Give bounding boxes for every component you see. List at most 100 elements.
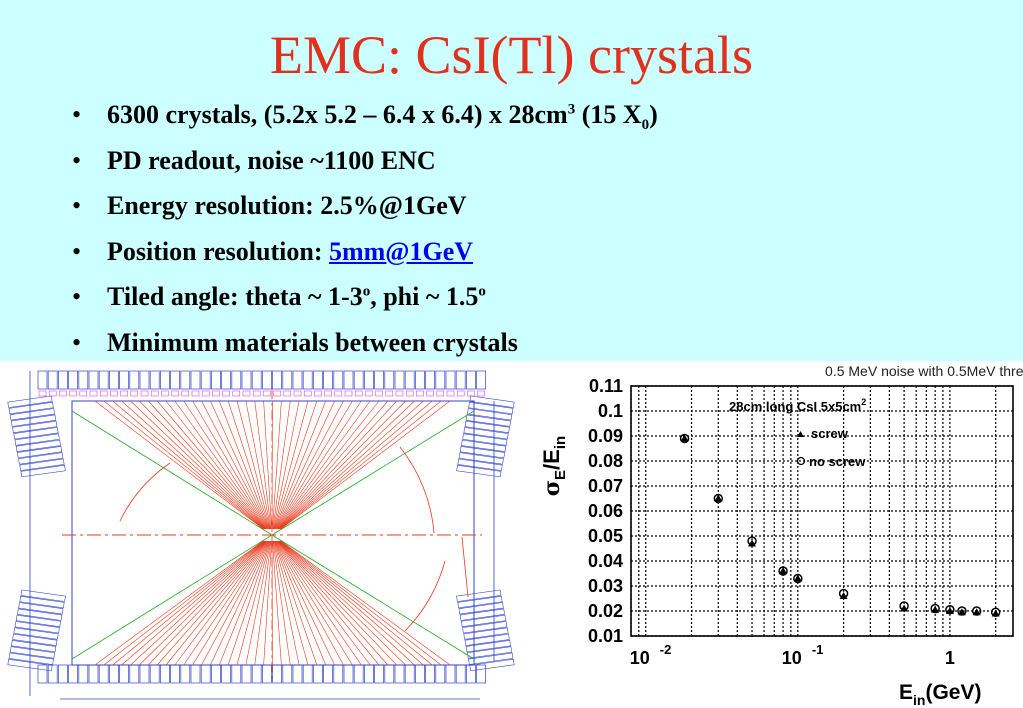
crystal-cell <box>37 370 48 390</box>
x-tick-label: 10 <box>782 648 802 668</box>
crystal-pointing-line <box>263 400 272 530</box>
crystal-cell <box>272 370 282 390</box>
bullet-text: Minimum materials between crystals <box>107 327 518 357</box>
endcap-crystal <box>7 658 53 672</box>
crystal-label-box <box>38 390 47 397</box>
data-point-no-screw <box>957 606 967 616</box>
crystal-pointing-line <box>280 400 451 530</box>
crystal-label-box <box>344 390 353 397</box>
bullet-text: ) <box>649 100 658 129</box>
endcap-crystal <box>461 439 507 452</box>
crystal-cell <box>68 370 78 390</box>
crystal-pointing-line <box>245 540 271 666</box>
crystal-cell <box>445 664 456 684</box>
crystal-label-box <box>252 390 261 397</box>
crystal-cell <box>241 664 252 684</box>
data-point-no-screw <box>679 433 690 444</box>
crystal-cell <box>404 664 415 684</box>
crystal-cell <box>466 370 476 390</box>
crystal-cell <box>313 664 323 684</box>
bullet-dot: • <box>72 282 82 311</box>
crystal-cell <box>200 370 211 390</box>
endcap-crystal <box>7 395 53 408</box>
crystal-pointing-line <box>278 400 415 530</box>
crystal-cell <box>313 370 323 390</box>
crystal-label-box <box>314 390 322 397</box>
crystal-label-box <box>150 390 159 397</box>
crystal-label-box <box>405 390 414 397</box>
crystal-pointing-line <box>273 540 309 666</box>
acceptance-line <box>71 534 273 660</box>
crystal-label-box <box>59 390 67 397</box>
data-point-no-screw <box>747 536 757 546</box>
crystal-cell <box>384 664 395 684</box>
crystal-label-box <box>79 390 88 397</box>
bullet-dot: • <box>72 100 82 129</box>
endcap-crystal <box>464 633 510 646</box>
crystal-cell <box>374 664 384 684</box>
crystal-cell <box>466 664 476 684</box>
endcap-crystal <box>14 433 60 446</box>
endcap-crystal <box>11 640 57 653</box>
barrel-outline <box>71 400 475 666</box>
crystal-pointing-line <box>274 400 335 530</box>
crystal-cell <box>364 370 374 390</box>
crystal-pointing-line <box>279 540 424 666</box>
crystal-cell <box>333 664 344 684</box>
crystal-pointing-line <box>263 540 272 666</box>
endcap-crystal <box>15 614 61 628</box>
bullet-tilted-angle: • Tiled angle: theta ~ 1-3o, phi ~ 1.5o <box>72 282 658 328</box>
crystal-cell <box>374 370 384 390</box>
y-tick-label: 0.09 <box>588 426 623 446</box>
y-tick-label: 0.02 <box>588 601 623 621</box>
crystal-label-box <box>181 390 190 397</box>
crystal-pointing-line <box>277 540 380 666</box>
crystal-cell <box>119 370 129 390</box>
emc-geometry-drawing <box>7 370 515 700</box>
crystal-cell <box>47 664 58 684</box>
subscript: 0 <box>641 117 650 134</box>
crystal-cell <box>425 664 435 684</box>
endcap-crystal <box>467 408 513 421</box>
crystal-pointing-line <box>130 400 266 530</box>
crystal-pointing-line <box>94 400 264 530</box>
crystal-label-box <box>263 390 271 397</box>
resolution-plot: 0.5 MeV noise with 0.5MeV threshold 0.01… <box>539 363 1023 708</box>
position-resolution-link[interactable]: 5mm@1GeV <box>328 236 474 266</box>
crystal-cell <box>333 370 344 390</box>
endcap-crystal <box>17 446 63 459</box>
crystal-label-box <box>365 390 373 397</box>
crystal-cell <box>231 664 242 684</box>
endcap-crystal <box>469 395 515 408</box>
crystal-cell <box>47 370 58 390</box>
endcap-crystal <box>17 608 63 621</box>
x-tick-exponent: -2 <box>660 642 672 657</box>
crystal-pointing-line <box>273 540 300 666</box>
crystal-cell <box>58 664 68 684</box>
crystal-pointing-line <box>279 400 433 530</box>
x-tick-label: 1 <box>945 648 955 668</box>
crystal-pointing-line <box>192 540 269 666</box>
crystal-cell <box>394 664 405 684</box>
crystal-cell <box>170 664 180 684</box>
crystal-pointing-line <box>112 400 265 530</box>
crystal-pointing-line <box>139 540 266 666</box>
crystal-pointing-line <box>275 540 353 666</box>
crystal-cell <box>415 370 425 390</box>
data-point-screw <box>972 608 981 616</box>
endcap-crystal <box>465 640 511 653</box>
crystal-label-box <box>171 390 179 397</box>
crystal-cell <box>364 664 374 684</box>
crystal-pointing-line <box>192 400 269 530</box>
bullet-materials: • Minimum materials between crystals <box>72 328 658 374</box>
x-axis-label: Ein(GeV) <box>899 681 981 708</box>
crystal-cell <box>272 664 282 684</box>
crystal-label-box <box>110 390 118 397</box>
endcap-crystal <box>19 458 65 471</box>
crystal-pointing-line <box>274 540 335 666</box>
crystal-pointing-line <box>272 540 282 666</box>
crystal-pointing-line <box>156 400 267 530</box>
crystal-pointing-line <box>278 400 397 530</box>
crystal-pointing-line <box>273 540 318 666</box>
endcap-crystal <box>457 458 503 471</box>
